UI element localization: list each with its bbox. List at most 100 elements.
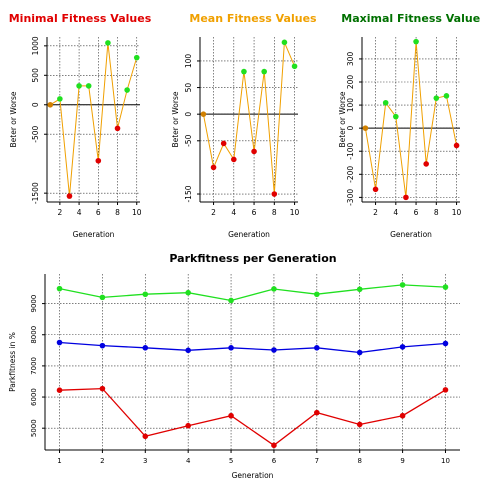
x-tick-label: 7	[315, 457, 319, 465]
data-point	[271, 347, 277, 353]
data-point	[314, 291, 320, 298]
data-point	[291, 63, 298, 70]
x-tick-label: 10	[452, 208, 462, 217]
data-point	[95, 157, 102, 164]
x-tick-label: 6	[272, 457, 277, 465]
data-point	[57, 96, 63, 102]
data-point	[99, 294, 106, 301]
y-tick-label: 50	[184, 83, 193, 93]
x-tick-label: 9	[400, 457, 404, 465]
x-tick-label: 10	[441, 457, 450, 465]
y-tick-label: -500	[31, 125, 40, 142]
data-point	[423, 161, 429, 167]
chart-panel-2: Mean Fitness Values 2 4 6 8 10 -150 -50 0 50 100 Ge…	[171, 12, 317, 239]
data-point	[228, 345, 234, 351]
x-tick-label: 6	[96, 208, 101, 217]
data-point	[442, 340, 449, 347]
data-point	[56, 285, 63, 292]
data-point	[399, 344, 406, 350]
chart-panel-4: Parkfitness per Generation 1 2 3 4 5 6 7 8 9 10 500…	[8, 252, 460, 480]
data-point	[271, 442, 277, 449]
y-tick-label: -150	[184, 185, 193, 202]
data-point	[241, 68, 247, 75]
data-point	[251, 148, 257, 155]
chart-title: Mean Fitness Values	[189, 12, 317, 25]
y-tick-label: 0	[346, 126, 355, 131]
series-line-1	[202, 42, 296, 195]
chart-panel-1: Minimal Fitness Values 2 4 6 8 10 -1500 -500 0 50…	[9, 12, 152, 239]
y-tick-label: 8000	[30, 326, 38, 344]
y-tick-label: 9000	[30, 295, 38, 313]
chart-title: Minimal Fitness Values	[9, 12, 152, 25]
y-tick-label: 100	[184, 54, 193, 69]
x-tick-label: 2	[373, 208, 378, 217]
data-point	[271, 191, 278, 197]
y-tick-label: 7000	[30, 357, 38, 375]
x-tick-label: 8	[115, 208, 120, 217]
y-axis-label: Parkfitness in %	[8, 332, 17, 392]
data-point	[453, 142, 460, 149]
y-axis-label: Beter or Worse	[338, 91, 347, 147]
x-tick-label: 4	[231, 208, 236, 217]
data-point	[133, 54, 140, 61]
data-point	[56, 339, 63, 346]
data-point	[210, 164, 217, 171]
data-point	[442, 387, 449, 393]
data-point	[76, 83, 82, 89]
data-point	[271, 286, 277, 292]
chart-panel-3: Maximal Fitness Values 2 4 6 8 10 -300 -200 -100…	[338, 12, 480, 239]
y-tick-label: 6000	[30, 388, 38, 406]
x-tick-label: 8	[357, 457, 361, 465]
data-point	[403, 194, 409, 201]
data-point	[124, 87, 130, 93]
data-point	[85, 83, 92, 89]
x-tick-label: 4	[77, 208, 82, 217]
x-tick-label: 8	[272, 208, 277, 217]
data-point	[99, 385, 106, 392]
y-tick-label: -300	[346, 189, 355, 206]
y-axis-label: Beter or Worse	[171, 91, 180, 147]
x-axis-label: Generation	[232, 471, 274, 480]
x-tick-label: 3	[143, 457, 147, 465]
y-tick-label: 0	[184, 112, 193, 117]
data-point	[185, 347, 191, 354]
x-tick-label: 6	[252, 208, 257, 217]
data-point	[47, 101, 54, 108]
y-tick-label: 0	[31, 102, 40, 107]
x-axis-label: Generation	[390, 230, 432, 239]
data-point	[185, 422, 191, 429]
data-point	[200, 111, 207, 117]
data-point	[433, 95, 440, 101]
data-point	[99, 342, 106, 349]
data-point	[413, 38, 419, 45]
data-point	[142, 345, 149, 351]
y-tick-label: 1000	[31, 36, 40, 55]
data-point	[356, 286, 363, 293]
data-point	[228, 297, 234, 304]
data-point	[142, 291, 149, 298]
data-point	[281, 39, 288, 46]
data-point	[393, 113, 399, 120]
data-point	[231, 156, 237, 163]
data-point	[372, 186, 379, 193]
data-point	[228, 412, 234, 419]
x-tick-label: 4	[186, 457, 191, 465]
data-point	[261, 68, 267, 75]
data-point	[356, 421, 363, 428]
x-tick-label: 1	[57, 457, 61, 465]
data-point	[185, 289, 191, 296]
x-axis-label: Generation	[228, 230, 270, 239]
x-tick-label: 4	[393, 208, 398, 217]
y-tick-label: -1500	[31, 182, 40, 204]
series-line-1	[59, 284, 446, 302]
x-tick-label: 10	[290, 208, 300, 217]
data-point	[56, 387, 63, 393]
y-tick-label: 500	[31, 68, 40, 83]
data-point	[142, 433, 149, 440]
data-point	[314, 409, 320, 416]
data-point	[66, 193, 73, 199]
y-tick-label: -50	[184, 134, 193, 146]
x-tick-label: 2	[100, 457, 104, 465]
series-line-2	[59, 341, 446, 354]
